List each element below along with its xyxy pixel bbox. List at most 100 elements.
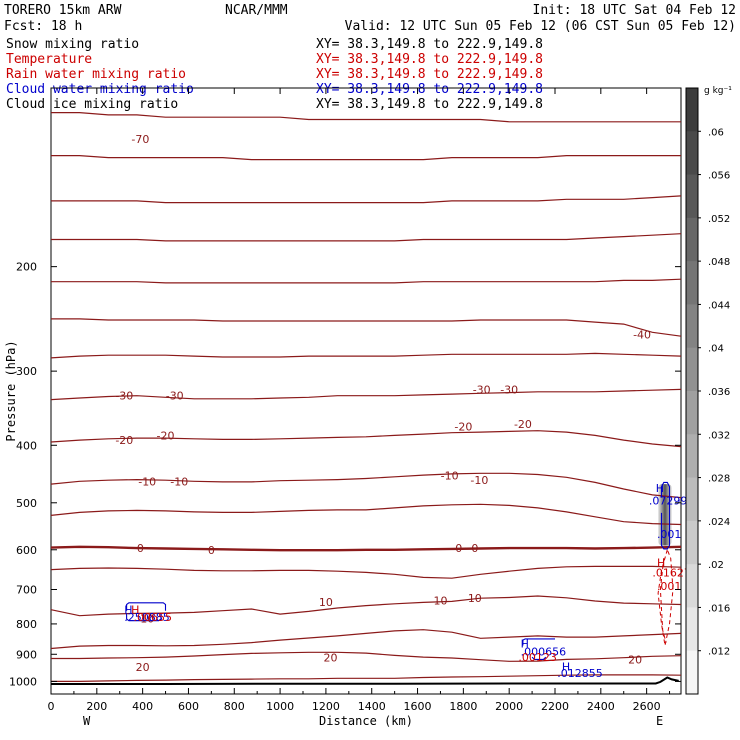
isotherm-line	[50, 472, 682, 499]
isotherm-label: -30	[500, 383, 518, 396]
colorbar-swatch	[686, 88, 698, 132]
east-label: E	[656, 714, 663, 728]
temperature-contours	[50, 112, 682, 682]
colorbar-tick-label: .048	[708, 257, 730, 268]
x-tick-label: 2600	[633, 700, 661, 713]
colorbar-unit: g kg⁻¹	[704, 86, 732, 96]
colorbar-tick-label: .044	[708, 300, 730, 311]
isotherm-line	[51, 233, 682, 242]
isotherm-line	[50, 352, 682, 359]
isotherm-label: 0	[455, 542, 462, 555]
colorbar-tick-label: .012	[708, 647, 730, 658]
y-tick-label: 1000	[9, 675, 37, 688]
colorbar-tick-label: .024	[708, 517, 730, 528]
y-tick-label: 300	[16, 365, 37, 378]
colorbar-tick-label: .056	[708, 171, 730, 182]
isotherm-line	[51, 155, 681, 161]
colorbar-swatch	[686, 477, 698, 522]
x-tick-label: 1800	[449, 700, 477, 713]
y-tick-label: 500	[16, 497, 37, 510]
colorbar-swatch	[686, 607, 698, 652]
colorbar-swatch	[686, 520, 698, 565]
x-axis: 0 200 400 600 800 1000 1200 1400 1600 1800 2000 220…	[48, 88, 671, 713]
maximum-label: .001	[657, 528, 682, 541]
maximum-label: .250885	[124, 611, 169, 624]
isotherm-line	[50, 388, 682, 401]
isotherm-label: -10	[441, 470, 459, 483]
legend-label: Temperature	[6, 52, 92, 67]
cloud-water-contour	[531, 656, 547, 660]
isotherm-label: -30	[166, 390, 184, 403]
maximum-label: H	[521, 637, 529, 650]
x-tick-label: 200	[86, 700, 107, 713]
x-tick-label: 1400	[358, 700, 386, 713]
legend-label: Snow mixing ratio	[6, 37, 139, 52]
x-tick-label: 1200	[312, 700, 340, 713]
legend-xy: XY= 38.3,149.8 to 222.9,149.8	[316, 67, 543, 82]
isotherm-line	[51, 112, 681, 123]
x-tick-label: 2200	[541, 700, 569, 713]
x-tick-label: 800	[224, 700, 245, 713]
colorbar-swatch	[686, 650, 698, 695]
isotherm-label: 0	[208, 544, 215, 557]
maximum-label: .000656	[521, 645, 567, 658]
init-time: Init: 18 UTC Sat 04 Feb 12	[533, 3, 737, 18]
colorbar-swatch	[686, 174, 698, 219]
isotherm-label: 10	[140, 613, 154, 626]
center-name: NCAR/MMM	[225, 3, 288, 18]
isotherm-label: 20	[136, 661, 150, 674]
forecast-hour: Fcst: 18 h	[4, 19, 82, 34]
colorbar-swatch	[686, 347, 698, 392]
isotherm-labels: -70-40-30 -30 -30 -30-20 -20-20 -20-10 -10 -10-…	[115, 133, 651, 674]
isotherm-label: -30	[115, 390, 133, 403]
freezing-isotherm	[50, 545, 682, 552]
isotherm-label: -20	[454, 421, 472, 434]
maximum-label: H	[656, 482, 664, 495]
cloud-water-contour	[126, 613, 162, 622]
colorbar-tick-label: .028	[708, 474, 730, 485]
valid-time: Valid: 12 UTC Sun 05 Feb 12 (06 CST Sun …	[345, 19, 736, 34]
colorbar-swatch	[686, 261, 698, 305]
maximum-label: .072993	[649, 495, 695, 508]
model-title: TORERO 15km ARW	[4, 3, 122, 18]
colorbar: .06 .056 .052 .048 .044 .04 .036 .032 .028 .024 .0…	[685, 86, 732, 695]
legend-label: Rain water mixing ratio	[6, 67, 186, 82]
rain-water-contours	[657, 549, 674, 646]
colorbar-swatch	[686, 304, 698, 349]
isotherm-label: -20	[157, 429, 175, 442]
colorbar-tick-label: .052	[708, 214, 730, 225]
colorbar-swatch	[686, 564, 698, 608]
rain-contour	[657, 549, 674, 646]
legend-label: Cloud water mixing ratio	[6, 82, 194, 97]
isotherm-label: 0	[137, 542, 144, 555]
isotherm-label: -40	[633, 328, 651, 341]
isotherm-label: -10	[170, 475, 188, 488]
isotherm-line	[50, 629, 682, 650]
plot-frame	[50, 87, 682, 695]
x-tick-label: 2400	[587, 700, 615, 713]
legend-xy: XY= 38.3,149.8 to 222.9,149.8	[316, 52, 543, 67]
y-axis-title: Pressure (hPa)	[4, 340, 18, 441]
x-tick-label: 2000	[495, 700, 523, 713]
maximum-label: H	[124, 604, 132, 617]
isotherm-line	[51, 651, 682, 662]
maximum-labels: HH.250885.00655H.000656.00123H.012855H.0…	[124, 482, 694, 680]
west-label: W	[83, 714, 91, 728]
isotherm-label: -20	[115, 434, 133, 447]
isotherm-label: -10	[138, 475, 156, 488]
isotherm-line	[50, 503, 682, 526]
isotherm-label: 10	[433, 594, 447, 607]
x-axis-title: Distance (km)	[319, 714, 413, 728]
isotherm-line	[50, 565, 682, 579]
terrain-line	[51, 676, 679, 685]
x-tick-label: 600	[178, 700, 199, 713]
isotherm-label: 0	[471, 542, 478, 555]
isotherm-line	[51, 318, 682, 337]
cloud-water-contour	[126, 602, 167, 611]
field-legend: Snow mixing ratio XY= 38.3,149.8 to 222.9…	[6, 37, 543, 112]
y-tick-label: 800	[16, 618, 37, 631]
colorbar-tick-label: .04	[708, 344, 724, 355]
y-tick-label: 900	[16, 648, 37, 661]
isotherm-label: 20	[323, 652, 337, 665]
